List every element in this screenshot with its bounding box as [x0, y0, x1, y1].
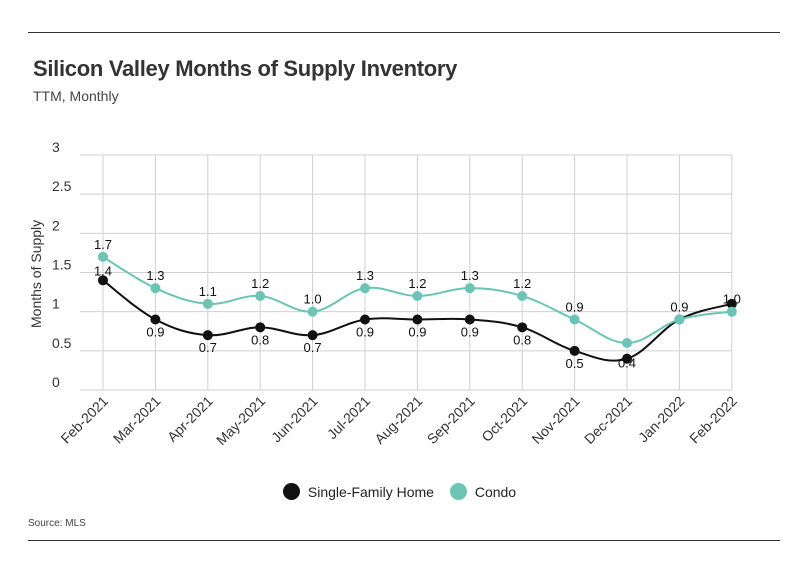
data-point-condo	[202, 298, 213, 309]
data-point-single-family	[464, 314, 475, 325]
y-tick-label: 1.5	[52, 257, 72, 273]
x-tick-label: Nov-2021	[528, 393, 582, 447]
data-point-single-family	[517, 322, 528, 333]
x-tick-label: Oct-2021	[478, 393, 530, 445]
data-point-condo	[412, 291, 423, 301]
source-note: Source: MLS	[28, 518, 86, 529]
data-label-condo: 1.3	[461, 268, 479, 283]
data-point-condo	[360, 283, 370, 294]
legend-label-condo: Condo	[474, 483, 517, 500]
data-label-single-family: 0.9	[356, 325, 374, 340]
x-tick-label: Sep-2021	[424, 393, 478, 447]
data-point-single-family	[726, 298, 737, 309]
data-point-condo	[622, 338, 632, 348]
data-label-condo: 1.2	[251, 276, 269, 291]
x-tick-label: Jun-2021	[268, 393, 321, 446]
x-tick-label: Feb-2022	[686, 393, 740, 447]
legend-item-condo[interactable]: Condo	[449, 483, 517, 500]
x-tick-label: Jul-2021	[324, 393, 373, 442]
data-label-condo: 1.2	[513, 276, 531, 291]
data-label-single-family: 1.4	[94, 263, 112, 278]
data-label-single-family: 0.7	[199, 340, 217, 355]
x-tick-label: May-2021	[213, 393, 268, 448]
bottom-rule	[28, 540, 780, 541]
x-tick-label: Jan-2022	[635, 393, 688, 446]
data-label-single-family: 0.4	[618, 356, 636, 371]
data-point-single-family	[150, 314, 161, 325]
data-point-single-family	[307, 330, 318, 341]
data-label-single-family: 0.5	[566, 356, 584, 371]
data-label-single-family: 0.8	[251, 332, 269, 347]
data-label-condo: 1.2	[408, 276, 426, 291]
legend-swatch-single-family	[282, 483, 300, 500]
y-axis-label: Months of Supply	[28, 220, 44, 328]
data-label-condo: 1.3	[356, 268, 374, 283]
top-rule	[28, 32, 780, 33]
data-point-condo	[464, 283, 475, 294]
data-point-single-family	[412, 314, 423, 325]
x-tick-label: Dec-2021	[581, 393, 635, 447]
legend-swatch-condo	[449, 483, 467, 500]
data-point-condo	[98, 251, 108, 262]
data-label-single-family: 0.9	[408, 325, 426, 340]
x-tick-label: Apr-2021	[164, 393, 216, 445]
legend-item-single-family[interactable]: Single-Family Home	[282, 483, 434, 500]
data-label-condo: 0.9	[670, 300, 688, 315]
data-label-condo: 1.1	[199, 284, 217, 299]
x-tick-label: Aug-2021	[371, 393, 425, 447]
data-label-single-family: 0.8	[513, 332, 531, 347]
y-tick-label: 1	[52, 296, 60, 312]
data-point-single-family	[622, 353, 632, 364]
data-point-single-family	[255, 322, 266, 333]
data-point-condo	[674, 314, 685, 325]
data-point-condo	[517, 291, 528, 301]
data-point-condo	[569, 314, 580, 325]
data-point-condo	[150, 283, 161, 294]
data-point-single-family	[98, 275, 108, 286]
data-point-condo	[726, 306, 737, 317]
data-label-condo: 1.3	[146, 268, 164, 283]
data-point-condo	[307, 306, 318, 317]
x-tick-label: Feb-2021	[57, 393, 111, 447]
data-point-single-family	[202, 330, 213, 341]
data-label-single-family: 0.9	[146, 325, 164, 340]
chart-subtitle: TTM, Monthly	[33, 88, 119, 104]
data-point-single-family	[360, 314, 370, 325]
data-label-condo: 1.7	[94, 237, 112, 252]
data-label-condo: 0.9	[566, 300, 584, 315]
chart-legend: Single-Family Home Condo	[0, 483, 799, 503]
data-label-single-family: 0.7	[304, 340, 322, 355]
y-tick-label: 2.5	[52, 178, 72, 194]
y-tick-label: 0.5	[52, 335, 72, 351]
legend-label-single-family: Single-Family Home	[307, 483, 434, 500]
x-tick-label: Mar-2021	[110, 393, 164, 447]
y-tick-label: 2	[52, 217, 60, 233]
chart-title: Silicon Valley Months of Supply Inventor…	[33, 56, 458, 81]
y-tick-label: 0	[52, 374, 60, 390]
data-label-single-family: 0.9	[461, 325, 479, 340]
data-point-condo	[255, 291, 266, 301]
data-label-condo: 1.0	[723, 292, 741, 307]
data-label-condo: 1.0	[304, 292, 322, 307]
data-point-single-family	[569, 345, 580, 356]
y-tick-label: 3	[52, 139, 60, 155]
